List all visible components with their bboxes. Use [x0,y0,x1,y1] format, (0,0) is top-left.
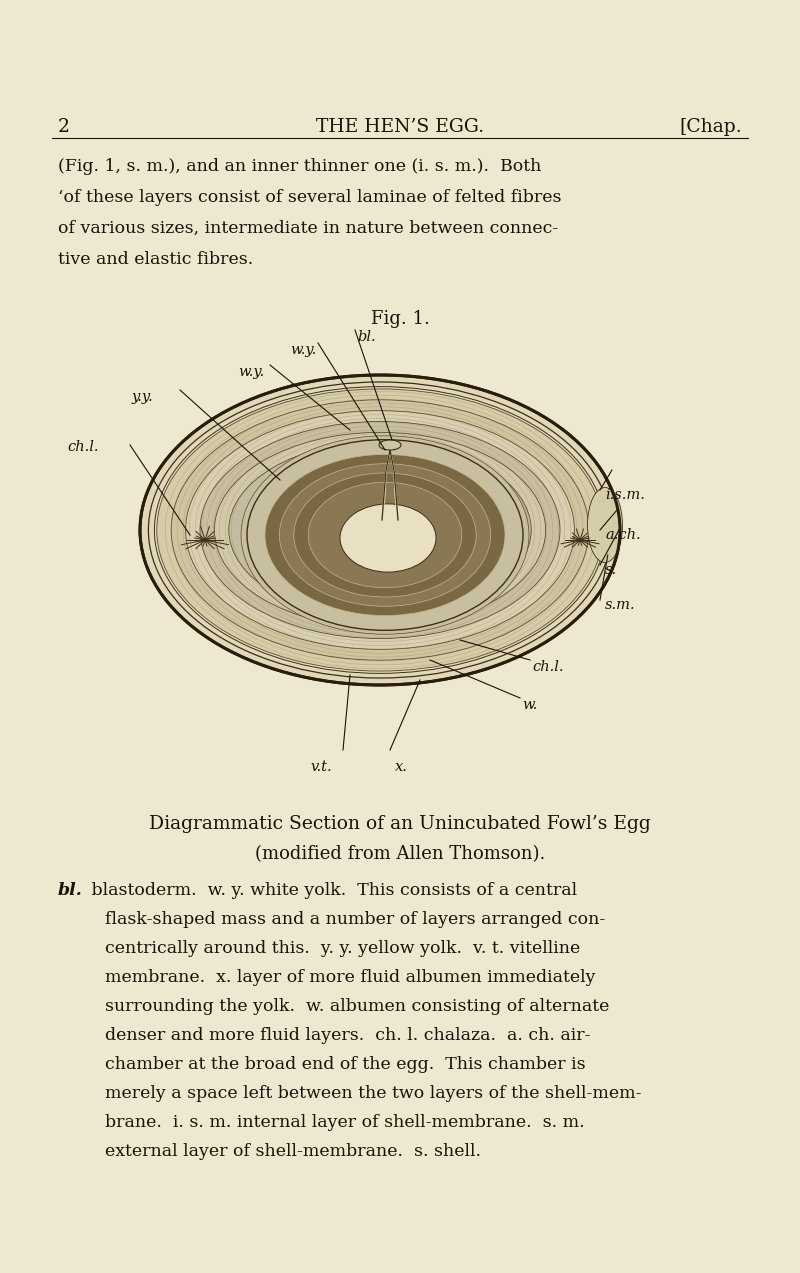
Text: a.ch.: a.ch. [605,528,641,542]
Ellipse shape [200,421,560,639]
Text: Fig. 1.: Fig. 1. [370,311,430,328]
Text: denser and more fluid layers.  ch. l. chalaza.  a. ch. air-: denser and more fluid layers. ch. l. cha… [105,1027,590,1044]
Text: w.y.: w.y. [238,365,264,379]
Ellipse shape [587,488,622,563]
Text: blastoderm.  w. y. white yolk.  This consists of a central: blastoderm. w. y. white yolk. This consi… [86,882,577,899]
Text: w.: w. [522,698,538,712]
Ellipse shape [171,400,589,661]
Ellipse shape [241,435,529,634]
Text: w.y.: w.y. [290,342,316,356]
Text: membrane.  x. layer of more fluid albumen immediately: membrane. x. layer of more fluid albumen… [105,969,595,987]
Text: i.s.m.: i.s.m. [605,488,645,502]
Text: brane.  i. s. m. internal layer of shell-membrane.  s. m.: brane. i. s. m. internal layer of shell-… [105,1114,585,1130]
Ellipse shape [157,390,603,671]
Text: v.t.: v.t. [310,760,332,774]
Text: x.: x. [395,760,408,774]
Text: s.m.: s.m. [605,598,636,612]
Text: [Chap.: [Chap. [679,118,742,136]
Ellipse shape [294,474,476,597]
Ellipse shape [140,376,620,685]
Text: Diagrammatic Section of an Unincubated Fowl’s Egg: Diagrammatic Section of an Unincubated F… [149,815,651,833]
Text: (Fig. 1, s. m.), and an inner thinner one (i. s. m.).  Both: (Fig. 1, s. m.), and an inner thinner on… [58,158,542,174]
Ellipse shape [279,463,490,606]
Ellipse shape [379,440,401,449]
Ellipse shape [186,411,574,649]
Text: centrically around this.  y. y. yellow yolk.  v. t. vitelline: centrically around this. y. y. yellow yo… [105,939,580,957]
Text: ch.l.: ch.l. [67,440,98,454]
Text: s.: s. [605,563,617,577]
Text: bl.: bl. [357,330,376,344]
Text: 2: 2 [58,118,70,136]
Text: of various sizes, intermediate in nature between connec-: of various sizes, intermediate in nature… [58,220,558,237]
Ellipse shape [214,433,546,628]
Text: ch.l.: ch.l. [532,659,563,673]
Ellipse shape [250,442,519,628]
Polygon shape [382,449,398,519]
Text: THE HEN’S EGG.: THE HEN’S EGG. [316,118,484,136]
Ellipse shape [229,442,531,619]
Ellipse shape [340,504,436,572]
Text: tive and elastic fibres.: tive and elastic fibres. [58,251,254,269]
Text: y.y.: y.y. [132,390,154,404]
Ellipse shape [265,454,505,616]
Text: bl.: bl. [58,882,82,899]
Ellipse shape [308,482,462,588]
Text: external layer of shell-membrane.  s. shell.: external layer of shell-membrane. s. she… [105,1143,481,1160]
Text: merely a space left between the two layers of the shell-mem-: merely a space left between the two laye… [105,1085,642,1102]
Text: ‘of these layers consist of several laminae of felted fibres: ‘of these layers consist of several lami… [58,188,562,206]
Text: surrounding the yolk.  w. albumen consisting of alternate: surrounding the yolk. w. albumen consist… [105,998,610,1015]
Text: chamber at the broad end of the egg.  This chamber is: chamber at the broad end of the egg. Thi… [105,1057,586,1073]
Text: flask-shaped mass and a number of layers arranged con-: flask-shaped mass and a number of layers… [105,911,606,928]
Text: (modified from Allen Thomson).: (modified from Allen Thomson). [255,845,545,863]
